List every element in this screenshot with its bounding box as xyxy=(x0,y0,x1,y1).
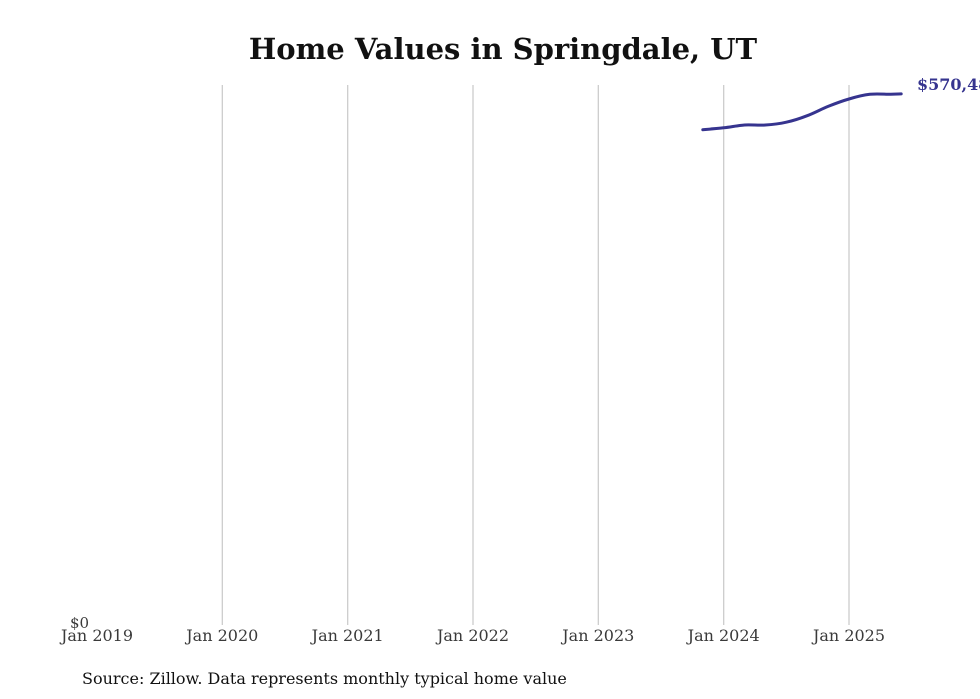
x-tick-label: Jan 2024 xyxy=(686,626,760,645)
source-note: Source: Zillow. Data represents monthly … xyxy=(82,669,567,688)
series-line xyxy=(701,92,903,132)
x-tick-label: Jan 2025 xyxy=(811,626,885,645)
x-tick-label: Jan 2021 xyxy=(310,626,384,645)
grid-lines xyxy=(221,85,850,625)
x-tick-label: Jan 2023 xyxy=(560,626,634,645)
x-axis-ticks: Jan 2019 Jan 2020 Jan 2021 Jan 2022 Jan 2023… xyxy=(59,626,885,645)
x-tick-label: Jan 2022 xyxy=(435,626,509,645)
x-tick-label: Jan 2019 xyxy=(59,626,133,645)
y-axis-zero-label: $0 xyxy=(70,614,89,632)
x-tick-label: Jan 2020 xyxy=(184,626,258,645)
end-value-label: $570,480 xyxy=(917,75,980,94)
chart-title: Home Values in Springdale, UT xyxy=(249,32,758,66)
